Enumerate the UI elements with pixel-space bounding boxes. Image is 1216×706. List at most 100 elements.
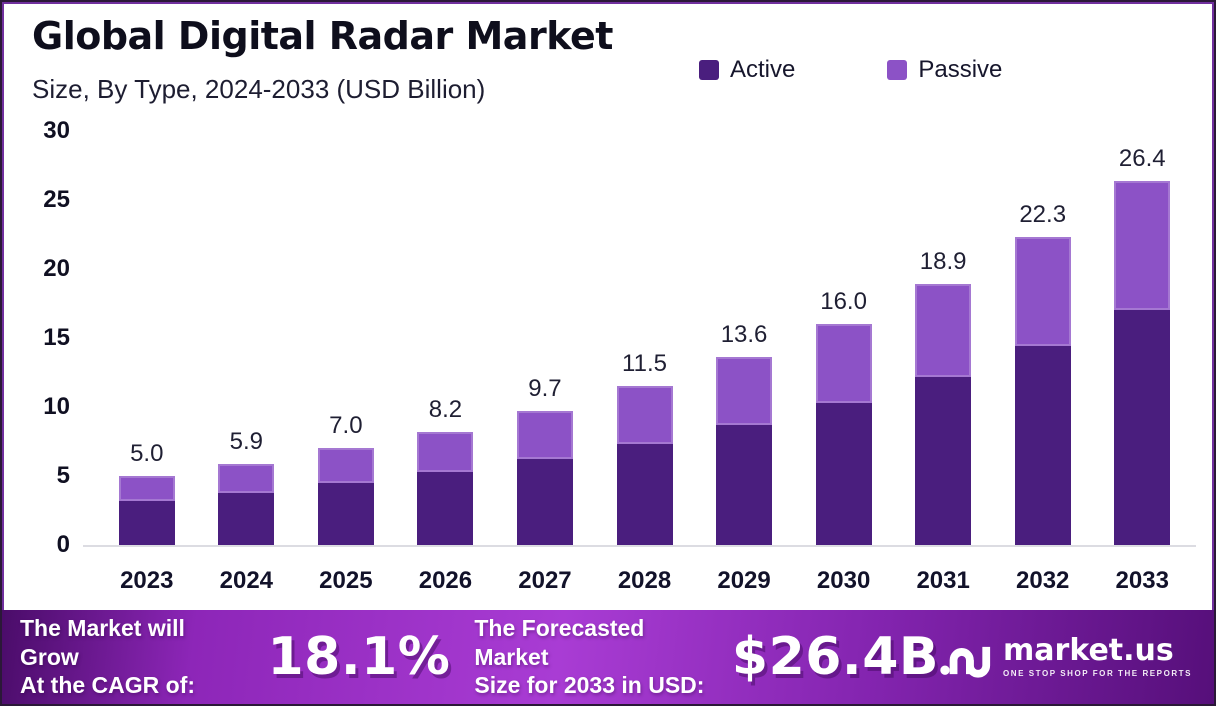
x-tick-label-2025: 2025 [319, 567, 373, 594]
bar-segment-active-2023 [118, 500, 175, 545]
bar-column-2024: 5.9 2024 [197, 131, 297, 593]
page-subtitle: Size, By Type, 2024-2033 (USD Billion) [32, 74, 486, 104]
forecast-label: The Forecasted Market Size for 2033 in U… [474, 614, 720, 700]
y-tick-0: 0 [56, 531, 70, 558]
cagr-label: The Market will Grow At the CAGR of: [20, 614, 245, 700]
x-tick-label-2028: 2028 [617, 567, 672, 594]
legend-label-passive: Passive [918, 56, 1003, 83]
y-tick-25: 25 [43, 186, 70, 213]
bar-segment-active-2024 [218, 492, 275, 545]
logo-tagline: ONE STOP SHOP FOR THE REPORTS [1003, 669, 1192, 678]
bar-segment-passive-2027 [516, 411, 573, 460]
logo-text-block: market.us ONE STOP SHOP FOR THE REPORTS [1003, 633, 1192, 679]
bar-value-label-2026: 8.2 [428, 395, 463, 423]
bar-column-2027: 9.7 2027 [495, 131, 595, 593]
legend: Active Passive [699, 56, 1002, 84]
bar-2025 [317, 448, 374, 545]
bar-column-2028: 11.5 2028 [595, 131, 695, 593]
legend-item-active: Active [699, 56, 795, 84]
bar-value-label-2031: 18.9 [919, 248, 967, 276]
bar-segment-active-2027 [516, 459, 573, 545]
market-us-logo: market.us ONE STOP SHOP FOR THE REPORTS [939, 636, 1192, 678]
bar-column-2030: 16.0 2030 [794, 131, 894, 593]
bar-value-label-2027: 9.7 [528, 375, 562, 403]
bar-segment-passive-2024 [218, 463, 275, 493]
bar-2033 [1114, 180, 1171, 545]
bar-value-label-2029: 13.6 [720, 321, 768, 349]
bar-value-label-2024: 5.9 [229, 427, 263, 455]
forecast-label-line2: Size for 2033 in USD: [474, 672, 705, 699]
bar-2031 [915, 284, 972, 545]
bar-segment-passive-2032 [1014, 237, 1071, 347]
footer-banner: The Market will Grow At the CAGR of: 18.… [2, 610, 1214, 704]
bar-columns: 5.0 2023 5.9 2024 7.0 2025 8.2 2026 9.7 2027 11.5 2… [97, 131, 1192, 593]
x-tick-label-2024: 2024 [219, 567, 274, 594]
bar-2030 [815, 324, 872, 545]
bar-column-2029: 13.6 2029 [694, 131, 794, 593]
bar-segment-active-2031 [915, 376, 972, 545]
bar-segment-active-2025 [317, 482, 374, 545]
bar-segment-active-2032 [1014, 346, 1071, 545]
bar-2029 [716, 357, 773, 545]
y-axis: 0 5 10 15 20 25 30 [20, 119, 76, 557]
bar-column-2033: 26.4 2033 [1092, 131, 1192, 593]
bar-segment-active-2030 [815, 402, 872, 545]
legend-label-active: Active [730, 56, 796, 83]
bar-2027 [516, 411, 573, 545]
cagr-label-line1: The Market will Grow [20, 614, 185, 670]
x-tick-label-2026: 2026 [418, 567, 473, 594]
x-tick-label-2027: 2027 [518, 567, 572, 594]
bar-segment-active-2033 [1114, 310, 1171, 545]
bar-column-2032: 22.3 2032 [993, 131, 1093, 593]
market-us-logo-mark-icon [940, 646, 991, 678]
x-tick-label-2032: 2032 [1016, 567, 1070, 594]
bar-value-label-2032: 22.3 [1019, 201, 1067, 229]
bar-value-label-2028: 11.5 [622, 350, 667, 378]
forecast-label-line1: The Forecasted Market [474, 614, 645, 670]
x-tick-label-2030: 2030 [816, 567, 871, 594]
bar-segment-passive-2030 [815, 324, 872, 403]
bar-2023 [118, 476, 175, 545]
bar-2032 [1014, 237, 1071, 545]
x-tick-label-2033: 2033 [1115, 567, 1169, 594]
x-tick-label-2031: 2031 [916, 567, 970, 594]
y-tick-20: 20 [43, 255, 70, 283]
plot-area: 5.0 2023 5.9 2024 7.0 2025 8.2 2026 9.7 2027 11.5 2… [83, 131, 1196, 593]
bar-column-2031: 18.9 2031 [893, 131, 993, 593]
bar-2028 [616, 386, 673, 545]
x-tick-label-2029: 2029 [717, 567, 771, 594]
bar-segment-active-2029 [716, 424, 773, 545]
bar-2026 [417, 431, 474, 545]
bar-segment-passive-2025 [317, 448, 374, 483]
y-tick-5: 5 [56, 462, 70, 490]
legend-swatch-passive [887, 60, 908, 80]
bar-segment-passive-2026 [417, 431, 474, 472]
page-title: Global Digital Radar Market [32, 14, 613, 58]
bar-column-2025: 7.0 2025 [296, 131, 396, 593]
bar-segment-passive-2029 [716, 357, 773, 425]
logo-text: market.us [1003, 633, 1174, 668]
bar-value-label-2025: 7.0 [329, 412, 363, 440]
bar-2024 [218, 463, 275, 545]
bar-segment-passive-2023 [118, 476, 175, 501]
cagr-value: 18.1% [267, 627, 451, 687]
bar-segment-active-2028 [616, 444, 673, 545]
x-axis-line [83, 545, 1196, 547]
bar-column-2026: 8.2 2026 [396, 131, 496, 593]
legend-swatch-active [699, 60, 719, 80]
y-tick-15: 15 [43, 324, 70, 351]
bar-value-label-2030: 16.0 [820, 288, 867, 316]
x-tick-label-2023: 2023 [120, 567, 174, 594]
forecast-value: $26.4B [731, 627, 940, 687]
bar-value-label-2033: 26.4 [1118, 144, 1166, 172]
bar-column-2023: 5.0 2023 [97, 131, 197, 593]
cagr-label-line2: At the CAGR of: [20, 672, 196, 699]
bar-segment-active-2026 [417, 471, 474, 545]
legend-item-passive: Passive [887, 56, 1002, 84]
bar-segment-passive-2028 [616, 386, 673, 445]
bar-segment-passive-2033 [1114, 180, 1171, 311]
y-tick-10: 10 [43, 393, 70, 421]
y-tick-30: 30 [43, 117, 70, 144]
bar-value-label-2023: 5.0 [130, 440, 164, 468]
